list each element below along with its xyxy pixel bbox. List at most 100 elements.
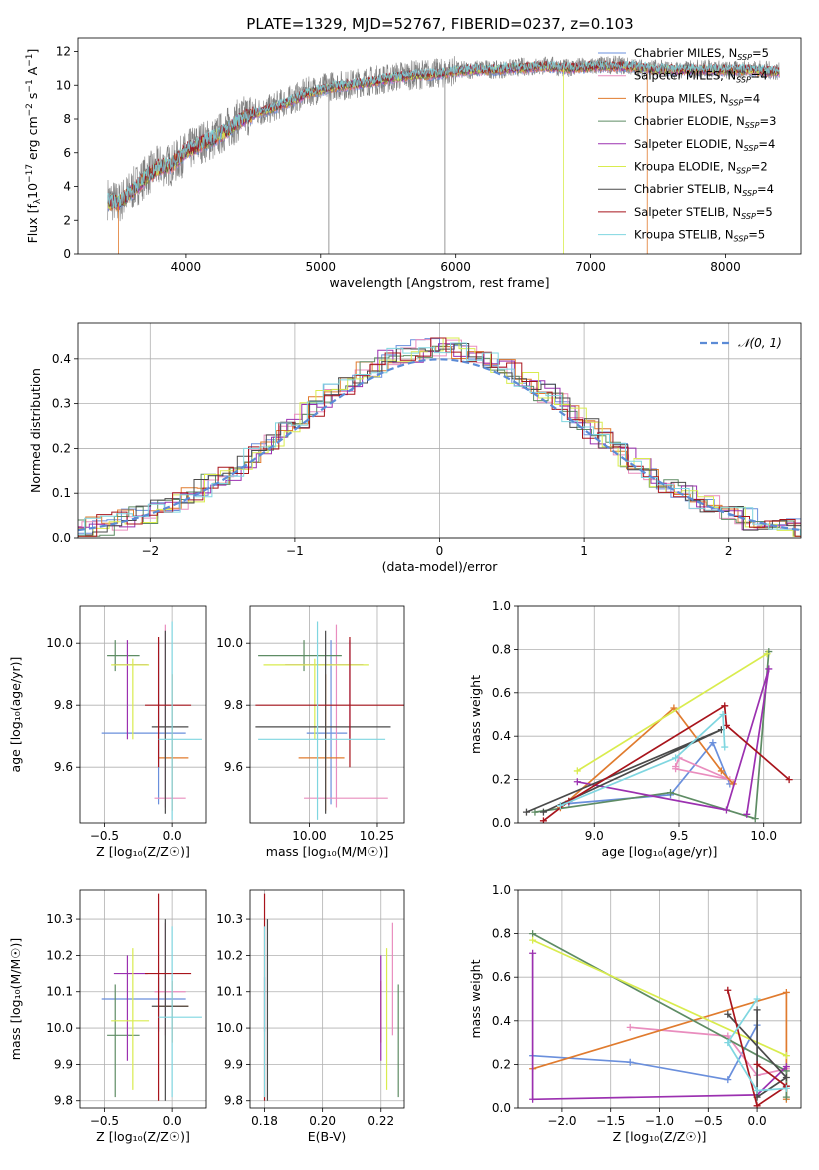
axes-frame — [79, 889, 207, 1109]
y-axis-label: mass weight — [468, 675, 483, 754]
legend-entry: Kroupa MILES, NSSP=4 — [634, 91, 760, 107]
mass-weight-point — [743, 810, 751, 818]
error-bar — [263, 658, 369, 740]
mass-weight-point — [529, 930, 537, 938]
error-bars — [101, 893, 202, 1101]
legend-entry: Chabrier MILES, NSSP=5 — [634, 46, 769, 62]
axes-frame — [517, 605, 802, 824]
legend-entry: Salpeter STELIB, NSSP=5 — [634, 205, 773, 221]
legend-entry-name: Chabrier ELODIE, N — [634, 114, 745, 128]
y-tick-label: 0.0 — [52, 531, 71, 545]
y-tick-label: 8 — [63, 112, 71, 126]
error-bar — [151, 630, 189, 814]
mass-weight-point — [529, 949, 537, 957]
y-tick-label: 0 — [63, 247, 71, 261]
mass-weight-point — [763, 650, 771, 658]
mass-weight-point — [753, 1006, 761, 1014]
y-axis-label: Flux [fλ10−17 erg cm−2 s−1 A−1] — [25, 49, 43, 244]
mass-weight-point — [556, 802, 564, 810]
mass-weight-point — [724, 1076, 732, 1084]
legend-entry-suffix: =4 — [751, 69, 768, 83]
y-tick-label: 0.4 — [492, 729, 511, 743]
x-tick-label: −0.5 — [694, 1114, 723, 1128]
x-tick-label: 10.0 — [750, 829, 777, 843]
legend-entry: 𝒩(0, 1) — [738, 336, 782, 350]
panel-residuals: −2 −1 0 1 2 0.0 0.1 0.2 0.3 0.4 (data-model)/error… — [28, 322, 802, 574]
x-tick-label: 0 — [436, 544, 444, 558]
y-axis-label-part: −1 — [25, 79, 35, 92]
y-tick-label: 0.8 — [492, 642, 511, 656]
mass-weight-point — [782, 1073, 790, 1081]
legend-entry-sub: SSP — [741, 212, 756, 221]
y-tick-label: 0.6 — [492, 970, 511, 984]
x-axis-label: (data-model)/error — [382, 559, 499, 574]
error-bar — [258, 640, 342, 672]
x-tick-label: −1.5 — [596, 1114, 625, 1128]
error-bar — [255, 630, 391, 814]
mass-weight-point — [672, 763, 680, 771]
y-axis-label-part: erg cm — [25, 116, 40, 164]
legend-entry: Kroupa ELODIE, NSSP=2 — [634, 160, 768, 176]
x-tick-label: 0.20 — [309, 1114, 336, 1128]
spectrum-legend: Chabrier MILES, NSSP=5 Salpeter MILES, NS… — [598, 46, 776, 244]
legend-entry-suffix: =3 — [760, 114, 777, 128]
x-axis-label: E(B-V) — [308, 1129, 347, 1144]
mass-weight-series — [577, 668, 770, 815]
y-axis-label-part: A — [25, 66, 40, 79]
legend-entry-sub: SSP — [729, 98, 744, 107]
mass-weight-point — [529, 1095, 537, 1103]
y-tick-label: 10.1 — [46, 985, 73, 999]
y-axis-label: mass weight — [468, 959, 483, 1038]
y-tick-label: 2 — [63, 213, 71, 227]
spectrum-lines — [107, 55, 780, 254]
legend-entry-sub: SSP — [734, 235, 749, 244]
legend-entry: Salpeter MILES, NSSP=4 — [634, 69, 768, 85]
legend-entry-suffix: =2 — [751, 160, 768, 174]
error-bar — [158, 980, 189, 1043]
x-tick-label: 0.0 — [748, 1114, 767, 1128]
legend-entry-suffix: =4 — [758, 137, 775, 151]
x-axis-label: mass [log₁₀(M/M☉)] — [266, 844, 388, 859]
y-axis-label-part: s — [25, 93, 40, 104]
mass-weight-point — [539, 808, 547, 816]
y-tick-label: 1.0 — [492, 599, 511, 613]
mass-weight-point — [724, 986, 732, 994]
y-tick-label: 10.0 — [46, 1021, 73, 1035]
legend-entry-sub: SSP — [742, 189, 757, 198]
mass-weight-lines — [529, 930, 790, 1108]
y-tick-label: 6 — [63, 146, 71, 160]
error-bars — [255, 621, 404, 820]
error-bar — [107, 984, 140, 1098]
axes-frame — [77, 37, 802, 255]
error-bar — [111, 658, 150, 740]
mass-weight-point — [539, 817, 547, 823]
mass-weight-point — [782, 988, 790, 996]
x-tick-label: 0.18 — [251, 1114, 278, 1128]
mass-weight-point — [626, 1023, 634, 1031]
legend-entry: Chabrier STELIB, NSSP=4 — [634, 182, 774, 198]
x-tick-label: −1 — [286, 544, 304, 558]
x-tick-label: 2 — [725, 544, 733, 558]
x-axis-label: Z [log₁₀(Z/Z☉)] — [96, 1129, 190, 1144]
error-bar — [111, 948, 150, 1090]
y-tick-label: 9.8 — [54, 698, 73, 712]
x-tick-label: −1.0 — [645, 1114, 674, 1128]
x-tick-label: 4000 — [171, 260, 202, 274]
error-bar — [107, 640, 140, 672]
axes-frame — [249, 889, 405, 1109]
mass-weight-point — [573, 778, 581, 786]
y-tick-label: 9.8 — [224, 698, 243, 712]
panel-age_vs_Z: −0.5 0.0 9.6 9.8 10.0 Z [log₁₀(Z/Z☉)] age [log… — [8, 605, 207, 859]
mass-weight-series — [674, 756, 731, 781]
y-tick-label: 10.0 — [46, 636, 73, 650]
panel-mass_vs_Z: −0.5 0.0 9.8 9.9 10.0 10.1 10.2 10.3 Z [log₁₀(Z/… — [8, 889, 207, 1144]
error-bar — [154, 624, 186, 808]
axes-frame — [79, 605, 207, 824]
mass-weight-point — [672, 754, 680, 762]
mass-weight-point — [717, 767, 725, 775]
y-tick-label: 10.3 — [46, 912, 73, 926]
mass-weight-series — [727, 1009, 788, 1099]
error-bar — [304, 624, 388, 808]
legend-entry-suffix: =4 — [743, 91, 760, 105]
model-spectrum — [107, 60, 780, 209]
